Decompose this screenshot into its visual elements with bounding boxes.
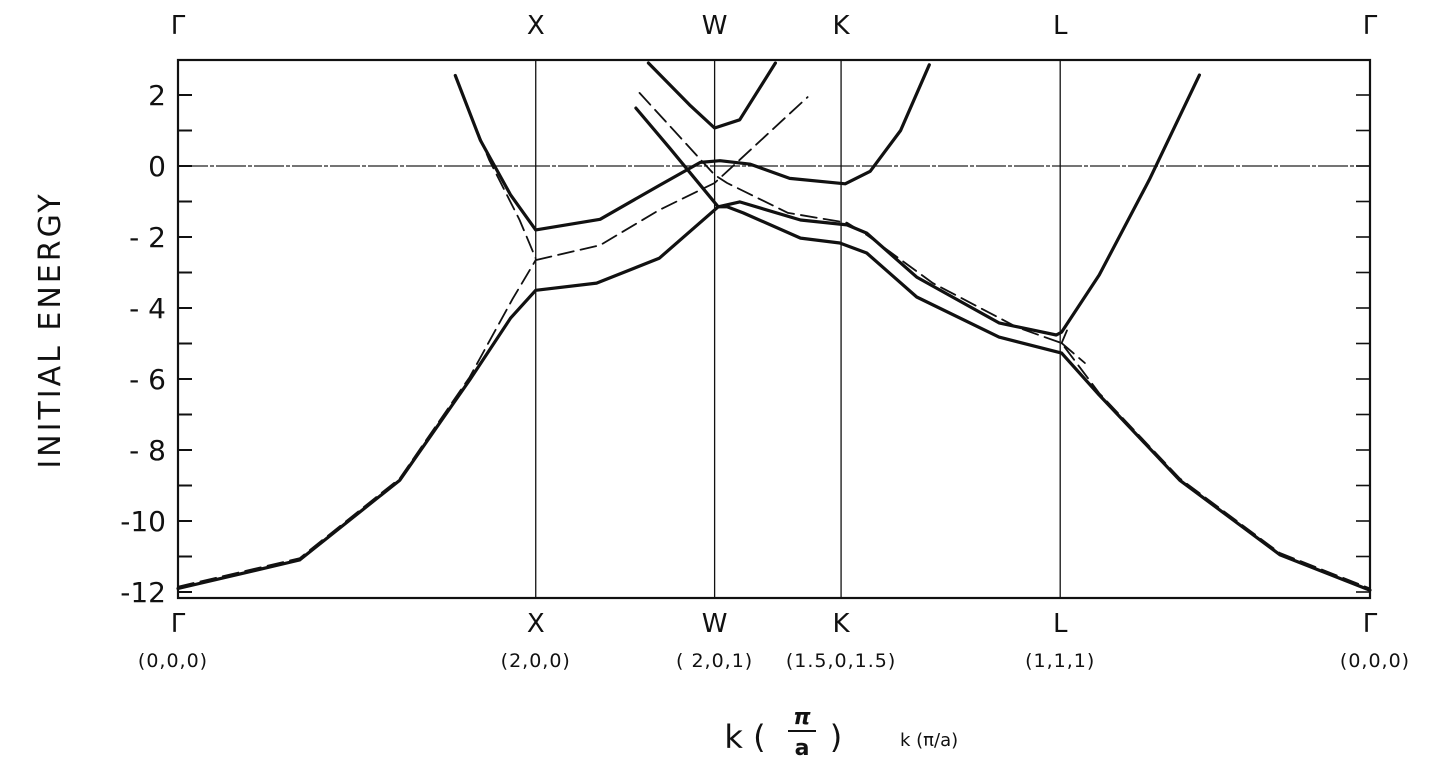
x-axis-label-numerator: π (793, 705, 811, 730)
symmetry-label-top: W (702, 11, 728, 41)
symmetry-label-top: L (1053, 11, 1068, 41)
symmetry-label-bottom: X (527, 609, 545, 639)
y-tick-label: - 4 (129, 292, 166, 325)
symmetry-label-top: Γ (171, 11, 186, 41)
x-axis-label-main: k ( (724, 718, 765, 756)
plot-frame (176, 58, 1372, 600)
k-point-coordinate: (1,1,1) (1025, 650, 1095, 672)
series-free-electron-6 (1060, 342, 1086, 364)
series-band-3 (646, 61, 777, 130)
series-free-electron-3 (534, 96, 809, 261)
series-free-electron-5 (1060, 329, 1068, 344)
y-tick-label: -10 (120, 505, 166, 538)
k-point-coordinate: (2,0,0) (501, 650, 571, 672)
k-point-coordinate: ( 2,0,1) (676, 650, 753, 672)
symmetry-label-bottom: K (833, 609, 851, 639)
y-tick-label: - 8 (129, 434, 166, 467)
series-band-4 (634, 73, 1201, 337)
k-point-coordinate: (0,0,0) (1340, 650, 1410, 672)
y-tick-label: - 6 (129, 363, 166, 396)
series-free-electron-1 (177, 259, 537, 588)
series-free-electron-2 (459, 89, 537, 260)
y-tick-label: 0 (148, 150, 166, 183)
x-axis-label-denominator: a (795, 736, 810, 761)
k-point-coordinate: (1.5,0,1.5) (786, 650, 896, 672)
y-tick-label: -12 (120, 576, 166, 609)
symmetry-label-top: X (527, 11, 545, 41)
y-axis-label: INITIAL ENERGY (33, 191, 68, 468)
series-band-2 (453, 63, 931, 232)
symmetry-label-bottom: W (702, 609, 728, 639)
x-axis-label: k (π/a) (900, 730, 958, 751)
symmetry-label-bottom: Γ (1363, 609, 1378, 639)
y-tick-label: 2 (148, 79, 166, 112)
symmetry-label-top: K (833, 11, 851, 41)
y-tick-label: - 2 (129, 221, 166, 254)
symmetry-label-bottom: L (1053, 609, 1068, 639)
symmetry-label-top: Γ (1363, 11, 1378, 41)
series-band-1 (176, 205, 1372, 592)
k-point-coordinate: (0,0,0) (138, 650, 208, 672)
symmetry-label-bottom: Γ (171, 609, 186, 639)
series-free-electron-4 (638, 92, 1371, 590)
x-axis-label-close: ) (830, 718, 842, 756)
